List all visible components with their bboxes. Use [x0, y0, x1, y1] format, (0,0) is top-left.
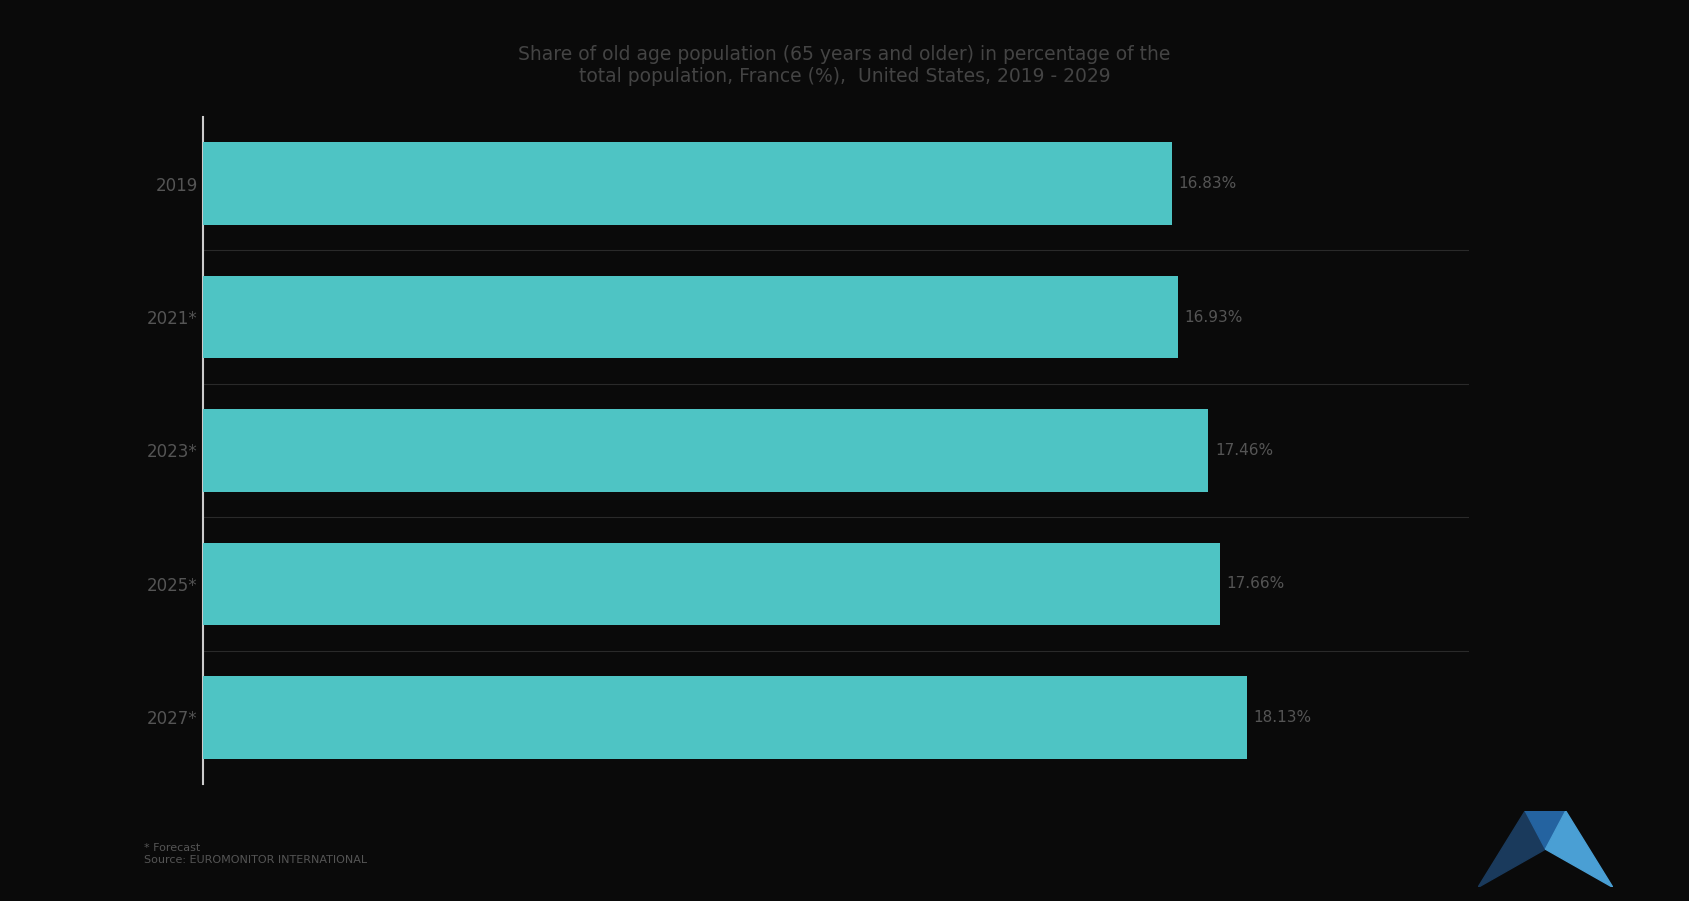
- Text: 16.83%: 16.83%: [1179, 177, 1236, 191]
- Bar: [203, 142, 1172, 225]
- Text: 18.13%: 18.13%: [1253, 710, 1312, 724]
- Bar: [203, 676, 1246, 759]
- Bar: [203, 542, 1219, 625]
- Text: * Forecast
Source: EUROMONITOR INTERNATIONAL: * Forecast Source: EUROMONITOR INTERNATI…: [144, 843, 367, 865]
- Text: 16.93%: 16.93%: [1184, 310, 1243, 324]
- Polygon shape: [1545, 811, 1613, 887]
- Bar: [203, 409, 1208, 492]
- Text: 17.46%: 17.46%: [1214, 443, 1274, 458]
- Text: Share of old age population (65 years and older) in percentage of the
total popu: Share of old age population (65 years an…: [519, 45, 1170, 86]
- Polygon shape: [1525, 811, 1566, 849]
- Text: 17.66%: 17.66%: [1226, 577, 1285, 591]
- Polygon shape: [1478, 811, 1545, 887]
- Bar: [203, 276, 1177, 359]
